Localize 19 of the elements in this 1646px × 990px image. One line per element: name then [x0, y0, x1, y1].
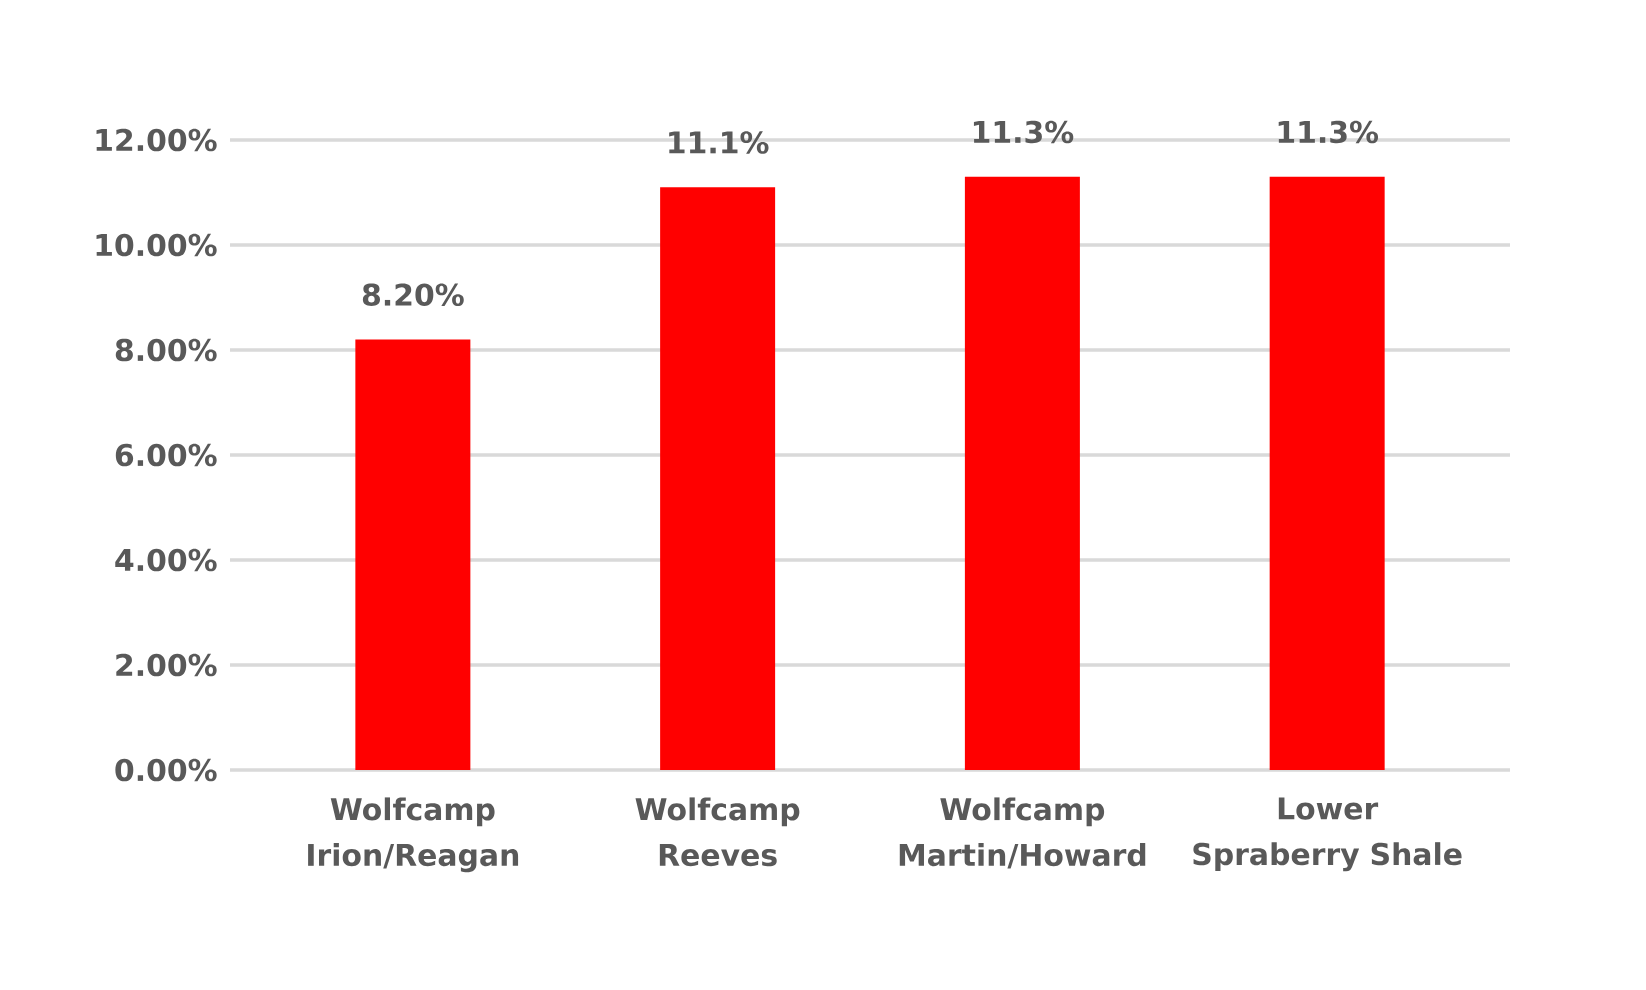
y-tick-label: 2.00%	[116, 653, 217, 677]
bar	[1269, 176, 1385, 770]
bar	[660, 187, 776, 770]
data-label: 11.3%	[1278, 120, 1379, 144]
x-tick-label: Wolfcamp Irion/Reagan	[308, 797, 519, 873]
data-label: 11.1%	[669, 131, 769, 154]
bar	[964, 176, 1080, 770]
data-label: 8.20%	[362, 283, 464, 307]
y-tick-label: 0.00%	[115, 758, 217, 782]
y-tick-label: 6.00%	[115, 443, 217, 467]
bar	[355, 339, 471, 770]
y-tick-label: 10.00%	[96, 233, 217, 257]
data-label: 11.3%	[973, 120, 1074, 144]
y-tick-label: 4.00%	[115, 548, 217, 572]
x-tick-label: Wolfcamp Reeves	[635, 797, 800, 867]
y-tick-label: 12.00%	[96, 128, 217, 152]
x-tick-label: Wolfcamp Martin/Howard	[899, 797, 1146, 869]
x-tick-label: Lower Spraberry Shale	[1193, 797, 1462, 872]
y-tick-label: 8.00%	[115, 338, 217, 362]
